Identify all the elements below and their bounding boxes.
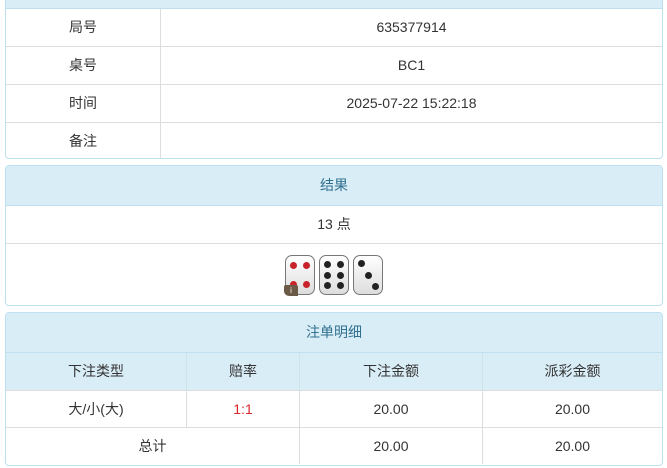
die-pip — [371, 282, 379, 290]
die-4: i — [284, 255, 315, 296]
remark — [160, 121, 662, 158]
die-pip — [364, 271, 372, 279]
total-bet-amount: 20.00 — [299, 426, 483, 464]
column-header: 下注类型 — [6, 353, 187, 390]
round-info-panel: 局号 635377914 桌号 BC1 时间 2025-07-22 15:22:18 … — [5, 0, 663, 159]
total-payout-amount: 20.00 — [482, 426, 662, 464]
die-pip — [324, 271, 332, 279]
total-label: 总计 — [6, 426, 300, 464]
die-pip — [336, 260, 344, 268]
label: 局号 — [69, 19, 97, 36]
label: 备注 — [6, 121, 161, 158]
table-row: 时间 2025-07-22 15:22:18 — [6, 83, 662, 122]
round-number: 635377914 — [160, 9, 662, 46]
table-number: BC1 — [160, 45, 662, 84]
bet-type: 大/小(大) — [6, 389, 187, 427]
bet-details-panel: 注单明细 下注类型 赔率 下注金额 派彩金额 大/小(大) 1:1 20.00 … — [5, 312, 663, 466]
label: 时间 — [6, 83, 161, 122]
result-panel: 结果 13 点 i — [5, 165, 663, 306]
dice-row: i — [6, 243, 662, 305]
table-header-row: 下注类型 赔率 下注金额 派彩金额 — [6, 353, 662, 390]
total-row: 总计 20.00 20.00 — [6, 426, 662, 464]
label: 桌号 — [6, 45, 161, 84]
time: 2025-07-22 15:22:18 — [160, 83, 662, 122]
column-header: 下注金额 — [299, 353, 483, 390]
info-badge-icon: i — [284, 285, 298, 296]
die-pip — [336, 282, 344, 290]
die-pip — [324, 282, 332, 290]
die-pip — [324, 260, 332, 268]
die-pip — [290, 262, 298, 269]
column-header: 派彩金额 — [482, 353, 662, 390]
bet-amount: 20.00 — [299, 389, 483, 427]
die-pip — [357, 260, 365, 268]
die-pip — [302, 262, 310, 269]
table-row: 大/小(大) 1:1 20.00 20.00 — [6, 389, 662, 427]
round-info-table: 局号 635377914 桌号 BC1 时间 2025-07-22 15:22:18 … — [6, 9, 662, 158]
table-row: 桌号 BC1 — [6, 45, 662, 84]
die-pip — [302, 281, 310, 288]
die-3 — [353, 255, 383, 295]
result-points: 13 点 — [317, 216, 351, 232]
payout-amount: 20.00 — [482, 389, 662, 427]
die-6 — [319, 255, 349, 295]
bet-details-title: 注单明细 — [6, 313, 662, 353]
odds: 1:1 — [186, 389, 300, 427]
die-pip — [290, 281, 298, 288]
table-row: 备注 — [6, 121, 662, 158]
die-pip — [336, 271, 344, 279]
column-header: 赔率 — [186, 353, 300, 390]
bet-details-table: 下注类型 赔率 下注金额 派彩金额 大/小(大) 1:1 20.00 20.00… — [6, 353, 662, 464]
result-title: 结果 — [6, 166, 662, 206]
panel-header — [6, 0, 662, 9]
table-row: 局号 635377914 — [6, 9, 662, 46]
